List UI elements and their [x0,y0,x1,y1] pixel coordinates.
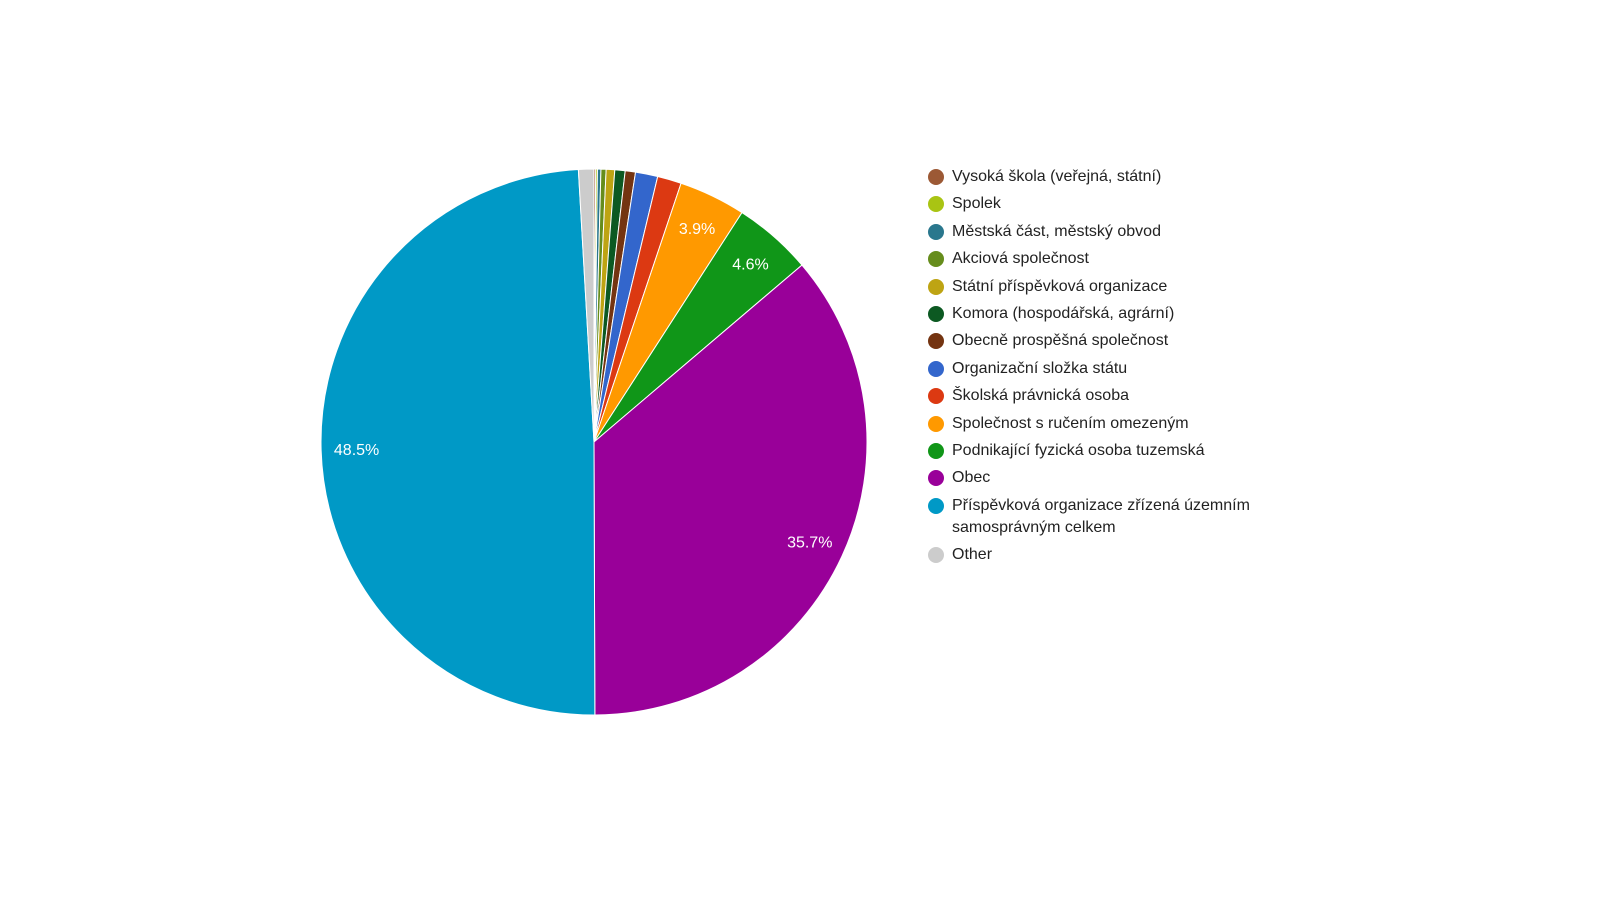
legend-label: Other [952,546,993,564]
legend-label: Školská právnická osoba [952,387,1129,405]
legend-label: Obecně prospěšná společnost [952,332,1169,350]
legend-swatch-dot-icon [928,442,944,459]
legend-item: Komora (hospodářská, agrární) [928,303,1288,325]
legend-item: Společnost s ručením omezeným [928,413,1288,435]
legend: Vysoká škola (veřejná, státní) Spolek Měst… [928,166,1288,571]
legend-item: Příspěvková organizace zřízená územním s… [928,495,1288,539]
legend-item: Other [928,544,1288,566]
legend-label: Komora (hospodářská, agrární) [952,304,1175,322]
legend-item: Obecně prospěšná společnost [928,330,1288,352]
legend-swatch-dot-icon [928,415,944,432]
legend-item: Městská část, městský obvod [928,221,1288,243]
pie-labels: 3.9% 4.6% 35.7% 48.5% [334,221,833,551]
legend-swatch-dot-icon [928,305,944,322]
legend-swatch-dot-icon [928,547,944,564]
legend-swatch-dot-icon [928,333,944,350]
legend-item: Obec [928,467,1288,489]
legend-label: Příspěvková organizace zřízená územním s… [952,496,1250,536]
legend-label: Spolek [952,195,1001,213]
legend-label: Státní příspěvková organizace [952,277,1168,295]
legend-label: Organizační složka státu [952,359,1128,377]
pie-slices [320,168,868,716]
legend-label: Společnost s ručením omezeným [952,414,1189,432]
legend-swatch-dot-icon [928,278,944,295]
legend-label: Vysoká škola (veřejná, státní) [952,168,1162,185]
legend-item: Školská právnická osoba [928,385,1288,407]
slice-label-12: 48.5% [334,442,379,459]
legend-swatch-dot-icon [928,470,944,487]
legend-item: Podnikající fyzická osoba tuzemská [928,440,1288,462]
legend-item: Organizační složka státu [928,358,1288,380]
slice-label-11: 35.7% [787,534,832,551]
legend-item: Vysoká škola (veřejná, státní) [928,166,1288,188]
pie-slice-13 [577,168,595,443]
legend-swatch-dot-icon [928,497,944,514]
legend-item: Akciová společnost [928,248,1288,270]
legend-label: Městská část, městský obvod [952,222,1161,240]
slice-label-10: 4.6% [732,256,768,273]
pie-slice-12 [320,168,596,716]
legend-label: Akciová společnost [952,250,1089,268]
legend-swatch-dot-icon [928,223,944,240]
legend-item: Spolek [928,193,1288,215]
legend-swatch-dot-icon [928,388,944,405]
legend-label: Obec [952,469,991,487]
legend-label: Podnikající fyzická osoba tuzemská [952,441,1205,459]
legend-swatch-dot-icon [928,251,944,268]
pie-slice-11 [593,264,868,716]
legend-swatch-dot-icon [928,360,944,377]
legend-swatch-dot-icon [928,196,944,213]
legend-item: Státní příspěvková organizace [928,276,1288,298]
slice-label-9: 3.9% [679,221,715,238]
legend-swatch-dot-icon [928,169,944,185]
